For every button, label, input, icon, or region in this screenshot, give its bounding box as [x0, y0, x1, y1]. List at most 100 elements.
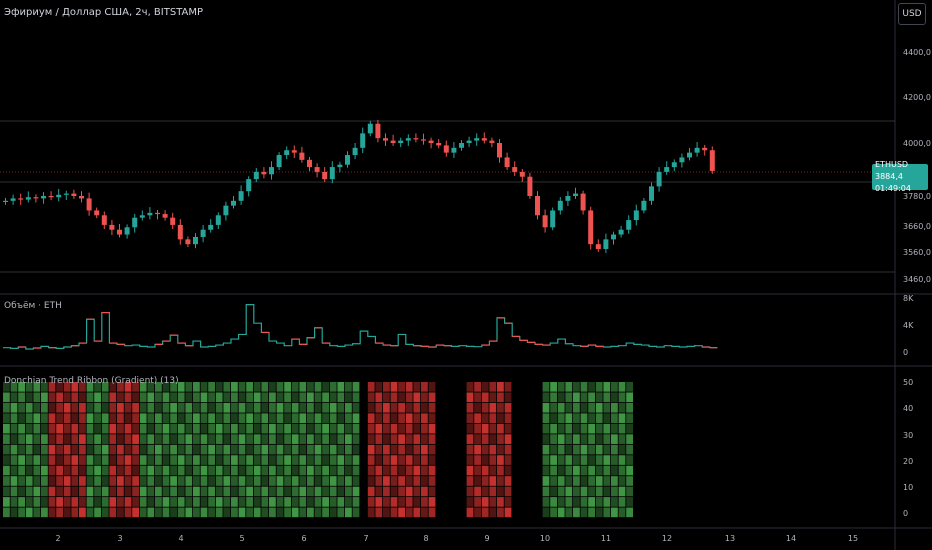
ribbon-cell	[101, 455, 109, 465]
ribbon-cell	[33, 455, 41, 465]
ribbon-cell	[322, 465, 329, 476]
ribbon-cell	[299, 497, 307, 507]
ribbon-cell	[565, 413, 573, 424]
candle-body	[284, 150, 290, 156]
ribbon-cell	[626, 382, 633, 392]
ribbon-cell	[573, 413, 580, 424]
candle-body	[63, 193, 69, 195]
ribbon-cell	[481, 455, 489, 465]
ribbon-cell	[405, 402, 413, 413]
ribbon-cell	[329, 455, 337, 465]
time-tick-label: 2	[55, 534, 60, 543]
ribbon-cell	[383, 497, 390, 507]
ribbon-cell	[588, 423, 595, 434]
ribbon-cell	[246, 423, 253, 434]
ribbon-cell	[367, 455, 375, 465]
ribbon-cell	[421, 476, 428, 486]
candle-body	[641, 200, 647, 211]
ribbon-cell	[139, 382, 147, 392]
ribbon-cell	[618, 486, 626, 497]
ribbon-cell	[618, 507, 626, 518]
ribbon-cell	[557, 382, 565, 392]
ribbon-cell	[474, 476, 481, 486]
ribbon-cell	[322, 392, 329, 403]
ribbon-cell	[94, 476, 101, 486]
ribbon-cell	[383, 423, 390, 434]
ribbon-cell	[565, 486, 573, 497]
ribbon-cell	[25, 444, 33, 455]
ribbon-cell	[139, 402, 147, 413]
ribbon-cell	[71, 444, 79, 455]
ribbon-cell	[588, 382, 595, 392]
ribbon-cell	[352, 413, 360, 424]
candle-body	[565, 196, 571, 201]
ribbon-cell	[299, 402, 307, 413]
candle-body	[329, 167, 335, 180]
ribbon-cell	[253, 497, 261, 507]
ribbon-cell	[124, 444, 132, 455]
ribbon-cell	[481, 444, 489, 455]
ribbon-cell	[117, 497, 124, 507]
ribbon-cell	[565, 507, 573, 518]
ribbon-cell	[94, 423, 101, 434]
ribbon-cell	[474, 434, 481, 444]
ribbon-cell	[147, 476, 155, 486]
ribbon-cell	[428, 413, 436, 424]
ribbon-cell	[307, 423, 314, 434]
candle-body	[413, 138, 419, 140]
ribbon-cell	[231, 497, 238, 507]
ribbon-cell	[611, 465, 618, 476]
ribbon-cell	[162, 476, 170, 486]
ribbon-cell	[94, 507, 101, 518]
ribbon-cell	[246, 507, 253, 518]
ribbon-cell	[147, 465, 155, 476]
ribbon-cell	[155, 434, 162, 444]
ribbon-cell	[352, 486, 360, 497]
candle-body	[664, 167, 670, 172]
ribbon-cell	[193, 497, 200, 507]
ribbon-cell	[253, 465, 261, 476]
currency-selector[interactable]: USD	[898, 3, 926, 25]
ribbon-cell	[603, 392, 611, 403]
candle-body	[375, 123, 381, 139]
ribbon-cell	[542, 476, 550, 486]
candle-body	[504, 157, 510, 168]
ribbon-cell	[466, 486, 474, 497]
ribbon-cell	[117, 486, 124, 497]
ribbon-cell	[489, 507, 497, 518]
ribbon-cell	[10, 402, 18, 413]
ribbon-cell	[329, 402, 337, 413]
ribbon-cell	[41, 486, 48, 497]
candle-body	[18, 198, 24, 200]
ribbon-cell	[299, 507, 307, 518]
ribbon-cell	[337, 455, 345, 465]
ribbon-cell	[329, 392, 337, 403]
ribbon-cell	[573, 476, 580, 486]
ribbon-cell	[474, 507, 481, 518]
ribbon-cell	[322, 455, 329, 465]
ribbon-cell	[337, 476, 345, 486]
ribbon-cell	[94, 486, 101, 497]
ribbon-cell	[147, 455, 155, 465]
ribbon-cell	[253, 382, 261, 392]
ribbon-cell	[565, 392, 573, 403]
ribbon-cell	[573, 455, 580, 465]
ribbon-cell	[481, 476, 489, 486]
ribbon-cell	[375, 507, 383, 518]
ribbon-cell	[101, 497, 109, 507]
ribbon-cell	[56, 382, 63, 392]
ribbon-cell	[246, 392, 253, 403]
ribbon-cell	[139, 392, 147, 403]
candle-body	[322, 171, 328, 180]
ribbon-cell	[276, 434, 284, 444]
ribbon-cell	[101, 507, 109, 518]
ribbon-cell	[550, 507, 557, 518]
ribbon-cell	[101, 434, 109, 444]
ribbon-cell	[557, 476, 565, 486]
ribbon-cell	[329, 486, 337, 497]
ribbon-cell	[48, 423, 56, 434]
price-tick-label: 4200,0	[903, 93, 931, 102]
ribbon-cell	[238, 402, 246, 413]
candle-body	[588, 210, 594, 245]
